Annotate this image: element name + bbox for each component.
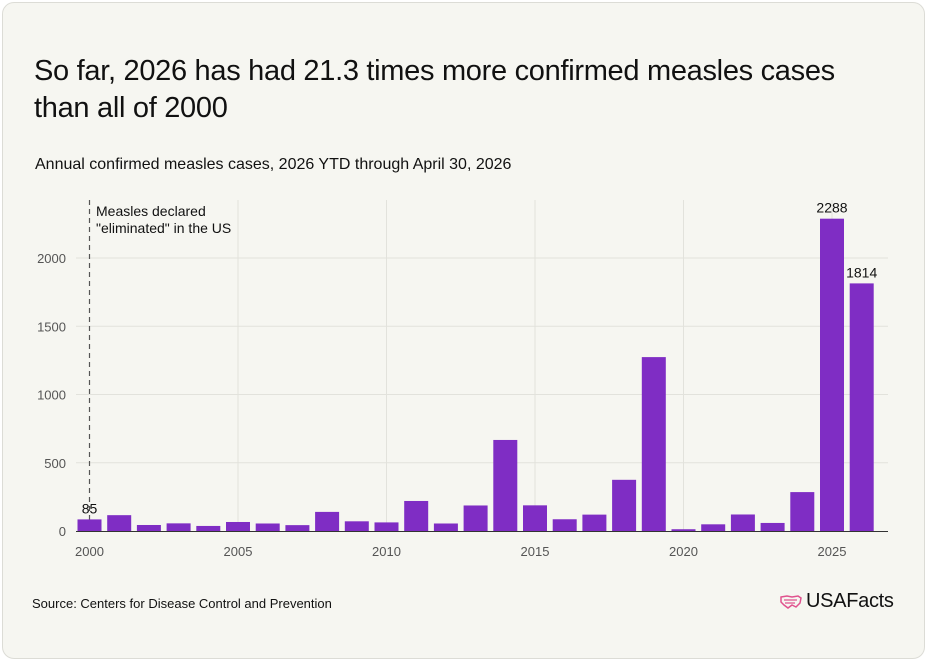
bar-2009 bbox=[344, 521, 369, 531]
usafacts-logo: USAFacts bbox=[780, 590, 894, 613]
y-tick-label: 0 bbox=[59, 524, 66, 539]
bar-2000 bbox=[77, 519, 102, 531]
bar-2010 bbox=[374, 522, 399, 531]
bar-2017 bbox=[582, 514, 607, 531]
data-label-2025: 2288 bbox=[816, 200, 847, 216]
bar-2020 bbox=[671, 529, 696, 531]
bar-2018 bbox=[612, 479, 637, 531]
bar-2021 bbox=[701, 524, 726, 531]
bar-2026 bbox=[849, 283, 874, 531]
bar-2013 bbox=[463, 505, 488, 531]
bar-2012 bbox=[433, 523, 458, 531]
data-label-2000: 85 bbox=[82, 500, 98, 516]
bar-2006 bbox=[255, 523, 280, 531]
x-tick-label: 2005 bbox=[224, 544, 253, 559]
x-tick-label: 2020 bbox=[669, 544, 698, 559]
us-flag-map-icon bbox=[780, 594, 802, 609]
bar-2011 bbox=[404, 500, 429, 531]
elimination-annotation: Measles declared "eliminated" in the US bbox=[96, 203, 232, 236]
y-tick-label: 2000 bbox=[37, 251, 66, 266]
bar-2016 bbox=[552, 519, 577, 531]
bar-2001 bbox=[107, 515, 132, 531]
bar-2005 bbox=[226, 521, 250, 531]
y-tick-label: 1000 bbox=[37, 388, 66, 403]
x-tick-label: 2000 bbox=[75, 544, 104, 559]
bar-2022 bbox=[730, 514, 755, 531]
y-tick-label: 1500 bbox=[37, 319, 66, 334]
bar-2003 bbox=[166, 523, 191, 531]
bar-2023 bbox=[760, 522, 785, 531]
x-tick-label: 2015 bbox=[521, 544, 550, 559]
bar-2004 bbox=[196, 525, 221, 531]
bar-2014 bbox=[493, 439, 518, 531]
bar-2025 bbox=[820, 218, 844, 532]
bar-2007 bbox=[285, 525, 310, 531]
bar-2002 bbox=[136, 524, 161, 531]
source-note: Source: Centers for Disease Control and … bbox=[32, 596, 332, 611]
x-tick-label: 2025 bbox=[818, 544, 847, 559]
logo-wordmark: USAFacts bbox=[806, 590, 894, 612]
x-tick-label: 2010 bbox=[372, 544, 401, 559]
y-tick-label: 500 bbox=[44, 456, 66, 471]
data-label-2026: 1814 bbox=[846, 264, 877, 280]
bar-2019 bbox=[641, 357, 666, 531]
bar-2024 bbox=[790, 492, 815, 531]
chart-subtitle: Annual confirmed measles cases, 2026 YTD… bbox=[35, 156, 512, 173]
bar-2015 bbox=[523, 505, 547, 531]
bar-2008 bbox=[315, 511, 340, 531]
chart-title: So far, 2026 has had 21.3 times more con… bbox=[34, 55, 835, 124]
